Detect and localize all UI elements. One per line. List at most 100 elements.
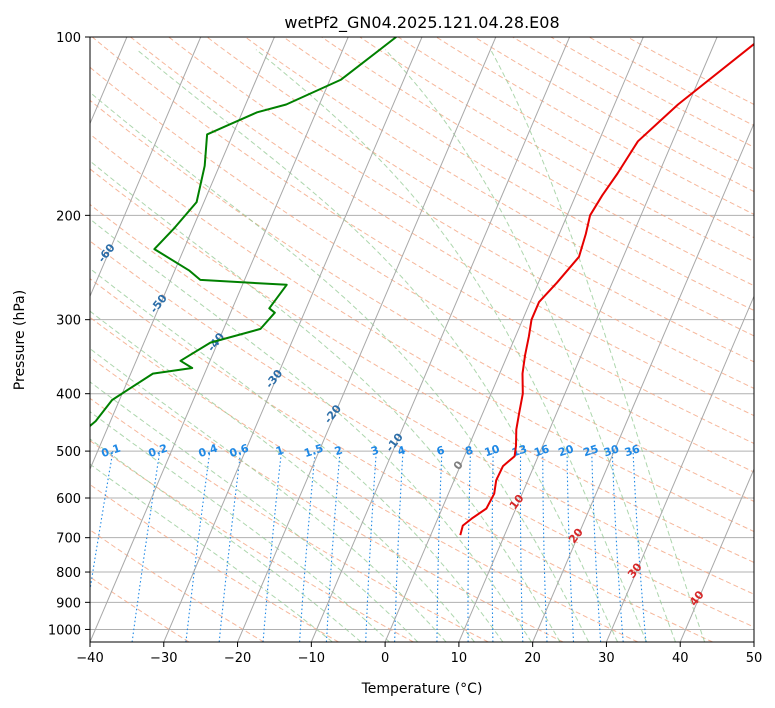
y-tick-label: 800 — [56, 566, 81, 581]
mixing-ratio-label: 25 — [582, 442, 601, 459]
mixing-ratio-label: 1.5 — [302, 442, 325, 460]
dry-adiabat-line — [90, 168, 754, 563]
moist-adiabat-line — [90, 91, 590, 642]
y-tick-label: 400 — [56, 388, 81, 403]
dry-adiabat-line — [90, 278, 713, 642]
moist-adiabat-line — [90, 463, 333, 642]
x-tick-label: −40 — [76, 651, 103, 666]
x-tick-label: −10 — [298, 651, 325, 666]
dry-adiabat-line — [90, 66, 754, 473]
isotherm-line — [90, 37, 202, 298]
y-tick-label: 1000 — [48, 623, 81, 638]
x-tick-label: 0 — [381, 651, 389, 666]
x-tick-label: 50 — [746, 651, 763, 666]
moist-adiabats — [90, 49, 706, 642]
dry-adiabat-line — [283, 37, 754, 312]
y-tick-label: 200 — [56, 209, 81, 224]
x-axis-label: Temperature (°C) — [361, 681, 483, 697]
dry-adiabat-line — [90, 440, 414, 642]
isotherm-line — [90, 37, 275, 471]
dry-adiabat-line — [90, 529, 265, 642]
isotherm-line — [384, 37, 644, 642]
dry-adiabat-line — [474, 37, 754, 193]
y-tick-label: 600 — [56, 492, 81, 507]
x-tick-label: 20 — [524, 651, 541, 666]
moist-adiabat-line — [90, 218, 532, 642]
mixing-ratio-line — [185, 451, 211, 642]
isotherm-grid — [90, 37, 754, 642]
isotherm-line — [679, 467, 754, 642]
dry-adiabat-line — [130, 37, 754, 417]
moist-adiabat-line — [384, 49, 676, 642]
chart-title: wetPf2_GN04.2025.121.04.28.E08 — [284, 13, 559, 33]
mixing-ratio-label: 2 — [333, 443, 344, 458]
isotherm-line — [605, 295, 754, 642]
x-axis: −40 −30 −20 −10 0 10 20 30 40 50 — [76, 642, 762, 666]
y-tick-label: 100 — [56, 31, 81, 46]
y-tick-label: 500 — [56, 445, 81, 460]
mixing-ratio-label: 10 — [483, 442, 502, 459]
dry-adiabat-line — [90, 356, 564, 642]
dry-adiabat-line — [90, 99, 754, 502]
mixing-ratio-label: 1 — [274, 444, 285, 459]
y-axis: 100 200 300 400 500 600 700 800 900 1000 — [48, 31, 90, 638]
moist-adiabat-line — [255, 49, 647, 642]
moist-adiabat-line — [90, 310, 475, 642]
plot-frame — [89, 36, 755, 643]
moist-adiabat-line — [490, 49, 706, 642]
isotherm-line — [310, 37, 571, 642]
temperature-profile-line — [459, 42, 754, 536]
mixing-ratio-label: 0.4 — [197, 442, 220, 460]
dry-adiabat-line — [90, 240, 754, 628]
dry-adiabat-line — [550, 37, 754, 148]
mixing-ratio-line — [218, 451, 242, 642]
x-tick-label: 30 — [598, 651, 615, 666]
mixing-ratio-label: 36 — [623, 442, 642, 459]
dry-adiabat-line — [321, 37, 754, 287]
mixing-ratio-label: 20 — [557, 442, 576, 459]
moist-adiabat-line — [90, 438, 362, 642]
isotherm-line — [458, 37, 718, 642]
x-tick-label: −20 — [224, 651, 251, 666]
isotherm-line — [163, 37, 423, 642]
mixing-ratio-line — [632, 451, 647, 642]
isotherm-line — [532, 122, 754, 642]
mixing-ratio-label: 8 — [464, 443, 475, 458]
x-tick-label: −30 — [150, 651, 177, 666]
mixing-ratio-label: 16 — [532, 442, 551, 459]
moist-adiabat-line — [90, 348, 447, 642]
x-tick-label: 10 — [451, 651, 468, 666]
dry-adiabat-line — [90, 483, 339, 642]
dry-adiabat-line — [206, 37, 754, 363]
mixing-ratio-label: 3 — [369, 444, 380, 459]
mixing-ratio-label: 30 — [602, 442, 621, 459]
dry-adiabat-line — [90, 133, 754, 533]
mixing-ratio-label: 0.2 — [147, 442, 170, 460]
dewpoint-profile-line — [90, 37, 397, 428]
moist-adiabat-line — [90, 381, 419, 642]
profile-series — [90, 37, 754, 536]
mixing-ratio-label: 6 — [435, 443, 447, 458]
dry-adiabat-line — [90, 397, 489, 642]
mixing-ratio-label: 4 — [396, 443, 408, 458]
dry-adiabat-line — [91, 37, 754, 445]
moist-adiabat-line — [90, 411, 390, 642]
mixing-ratio-label: 0.1 — [100, 442, 123, 460]
moist-adiabat-line — [136, 49, 618, 642]
isotherm-line — [237, 37, 497, 642]
dry-adiabats — [90, 37, 754, 642]
mixing-ratio-line — [299, 451, 316, 642]
x-tick-label: 40 — [672, 651, 689, 666]
plot-area: 0.10.20.40.611.52346810131620253036-100-… — [90, 37, 754, 642]
y-axis-label: Pressure (hPa) — [12, 290, 28, 390]
dry-adiabat-line — [397, 37, 754, 239]
y-tick-label: 700 — [56, 532, 81, 547]
y-tick-label: 300 — [56, 314, 81, 329]
moist-adiabat-line — [90, 267, 504, 642]
mixing-ratio-line — [262, 451, 283, 642]
y-tick-label: 900 — [56, 596, 81, 611]
dry-adiabat-line — [168, 37, 754, 389]
moist-adiabat-line — [90, 160, 561, 642]
dry-adiabat-line — [435, 37, 754, 215]
